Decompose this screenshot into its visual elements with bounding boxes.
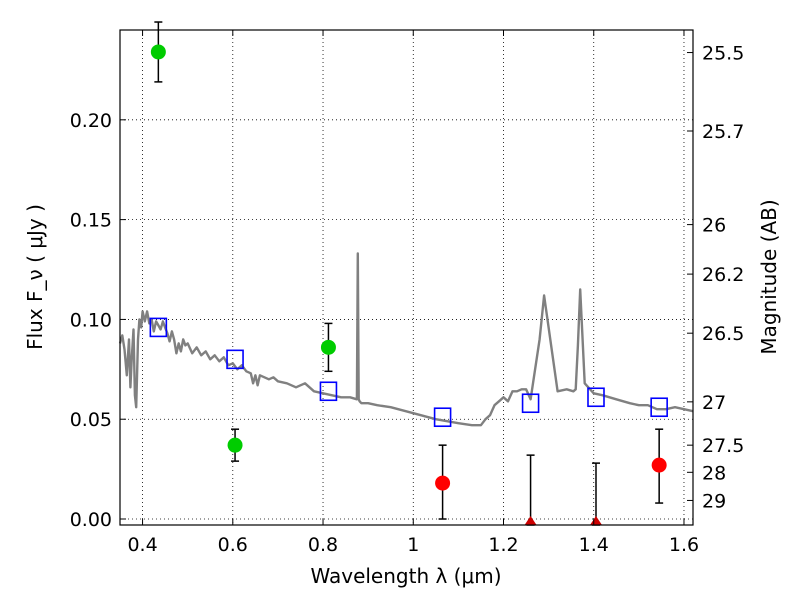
plot-area xyxy=(120,30,693,525)
upper-limit-point xyxy=(524,516,537,525)
observed-point xyxy=(150,44,166,60)
model-spectrum-line xyxy=(118,252,694,427)
y-tick-label: 0.10 xyxy=(70,309,112,331)
x-tick-label: 1.2 xyxy=(488,534,518,556)
model-photometry-point xyxy=(319,381,338,402)
x-tick-label: 0.4 xyxy=(127,534,157,556)
model-photometry-point xyxy=(149,317,168,338)
model-photometry-point xyxy=(226,349,244,370)
model-photometry-point xyxy=(433,407,452,428)
right-tick-label: 27 xyxy=(702,392,726,414)
y-axis-right-label: Magnitude (AB) xyxy=(757,199,781,354)
x-tick-label: 1.4 xyxy=(579,534,609,556)
x-tick-label: 1 xyxy=(407,534,419,556)
right-tick-label: 26.2 xyxy=(702,264,744,286)
y-tick-label: 0.05 xyxy=(70,409,112,431)
model-photometry-point xyxy=(587,387,605,408)
y-tick-label: 0.15 xyxy=(70,210,112,232)
model-photometry-point xyxy=(650,397,668,418)
plot-frame xyxy=(119,29,694,526)
axis-ticks: 0.4 0.6 0.8 1 1.2 1.4 1.6 0.00 0.05 0.10 0.15 0.20 2… xyxy=(70,30,744,556)
observed-point xyxy=(435,475,451,491)
y-tick-label: 0.00 xyxy=(70,509,112,531)
x-axis-label: Wavelength λ (μm) xyxy=(310,564,501,588)
right-tick-label: 29 xyxy=(702,490,726,512)
model-spectrum xyxy=(118,252,694,427)
observed-point xyxy=(651,457,667,473)
right-tick-label: 27.5 xyxy=(702,435,744,457)
upper-limit-point xyxy=(589,516,602,525)
y-tick-label: 0.20 xyxy=(70,110,112,132)
x-tick-label: 1.6 xyxy=(669,534,699,556)
right-tick-label: 26 xyxy=(702,215,726,237)
x-tick-label: 0.8 xyxy=(308,534,338,556)
observed-point xyxy=(227,437,243,453)
x-tick-label: 0.6 xyxy=(218,534,248,556)
right-tick-label: 25.5 xyxy=(702,43,744,65)
right-tick-label: 26.5 xyxy=(702,323,744,345)
right-tick-label: 25.7 xyxy=(702,121,744,143)
y-axis-label: Flux F_ν ( μJy ) xyxy=(23,204,47,350)
observed-point xyxy=(320,339,336,355)
right-tick-label: 28 xyxy=(702,462,726,484)
data-marks xyxy=(149,21,668,526)
model-photometry-point xyxy=(521,393,540,414)
